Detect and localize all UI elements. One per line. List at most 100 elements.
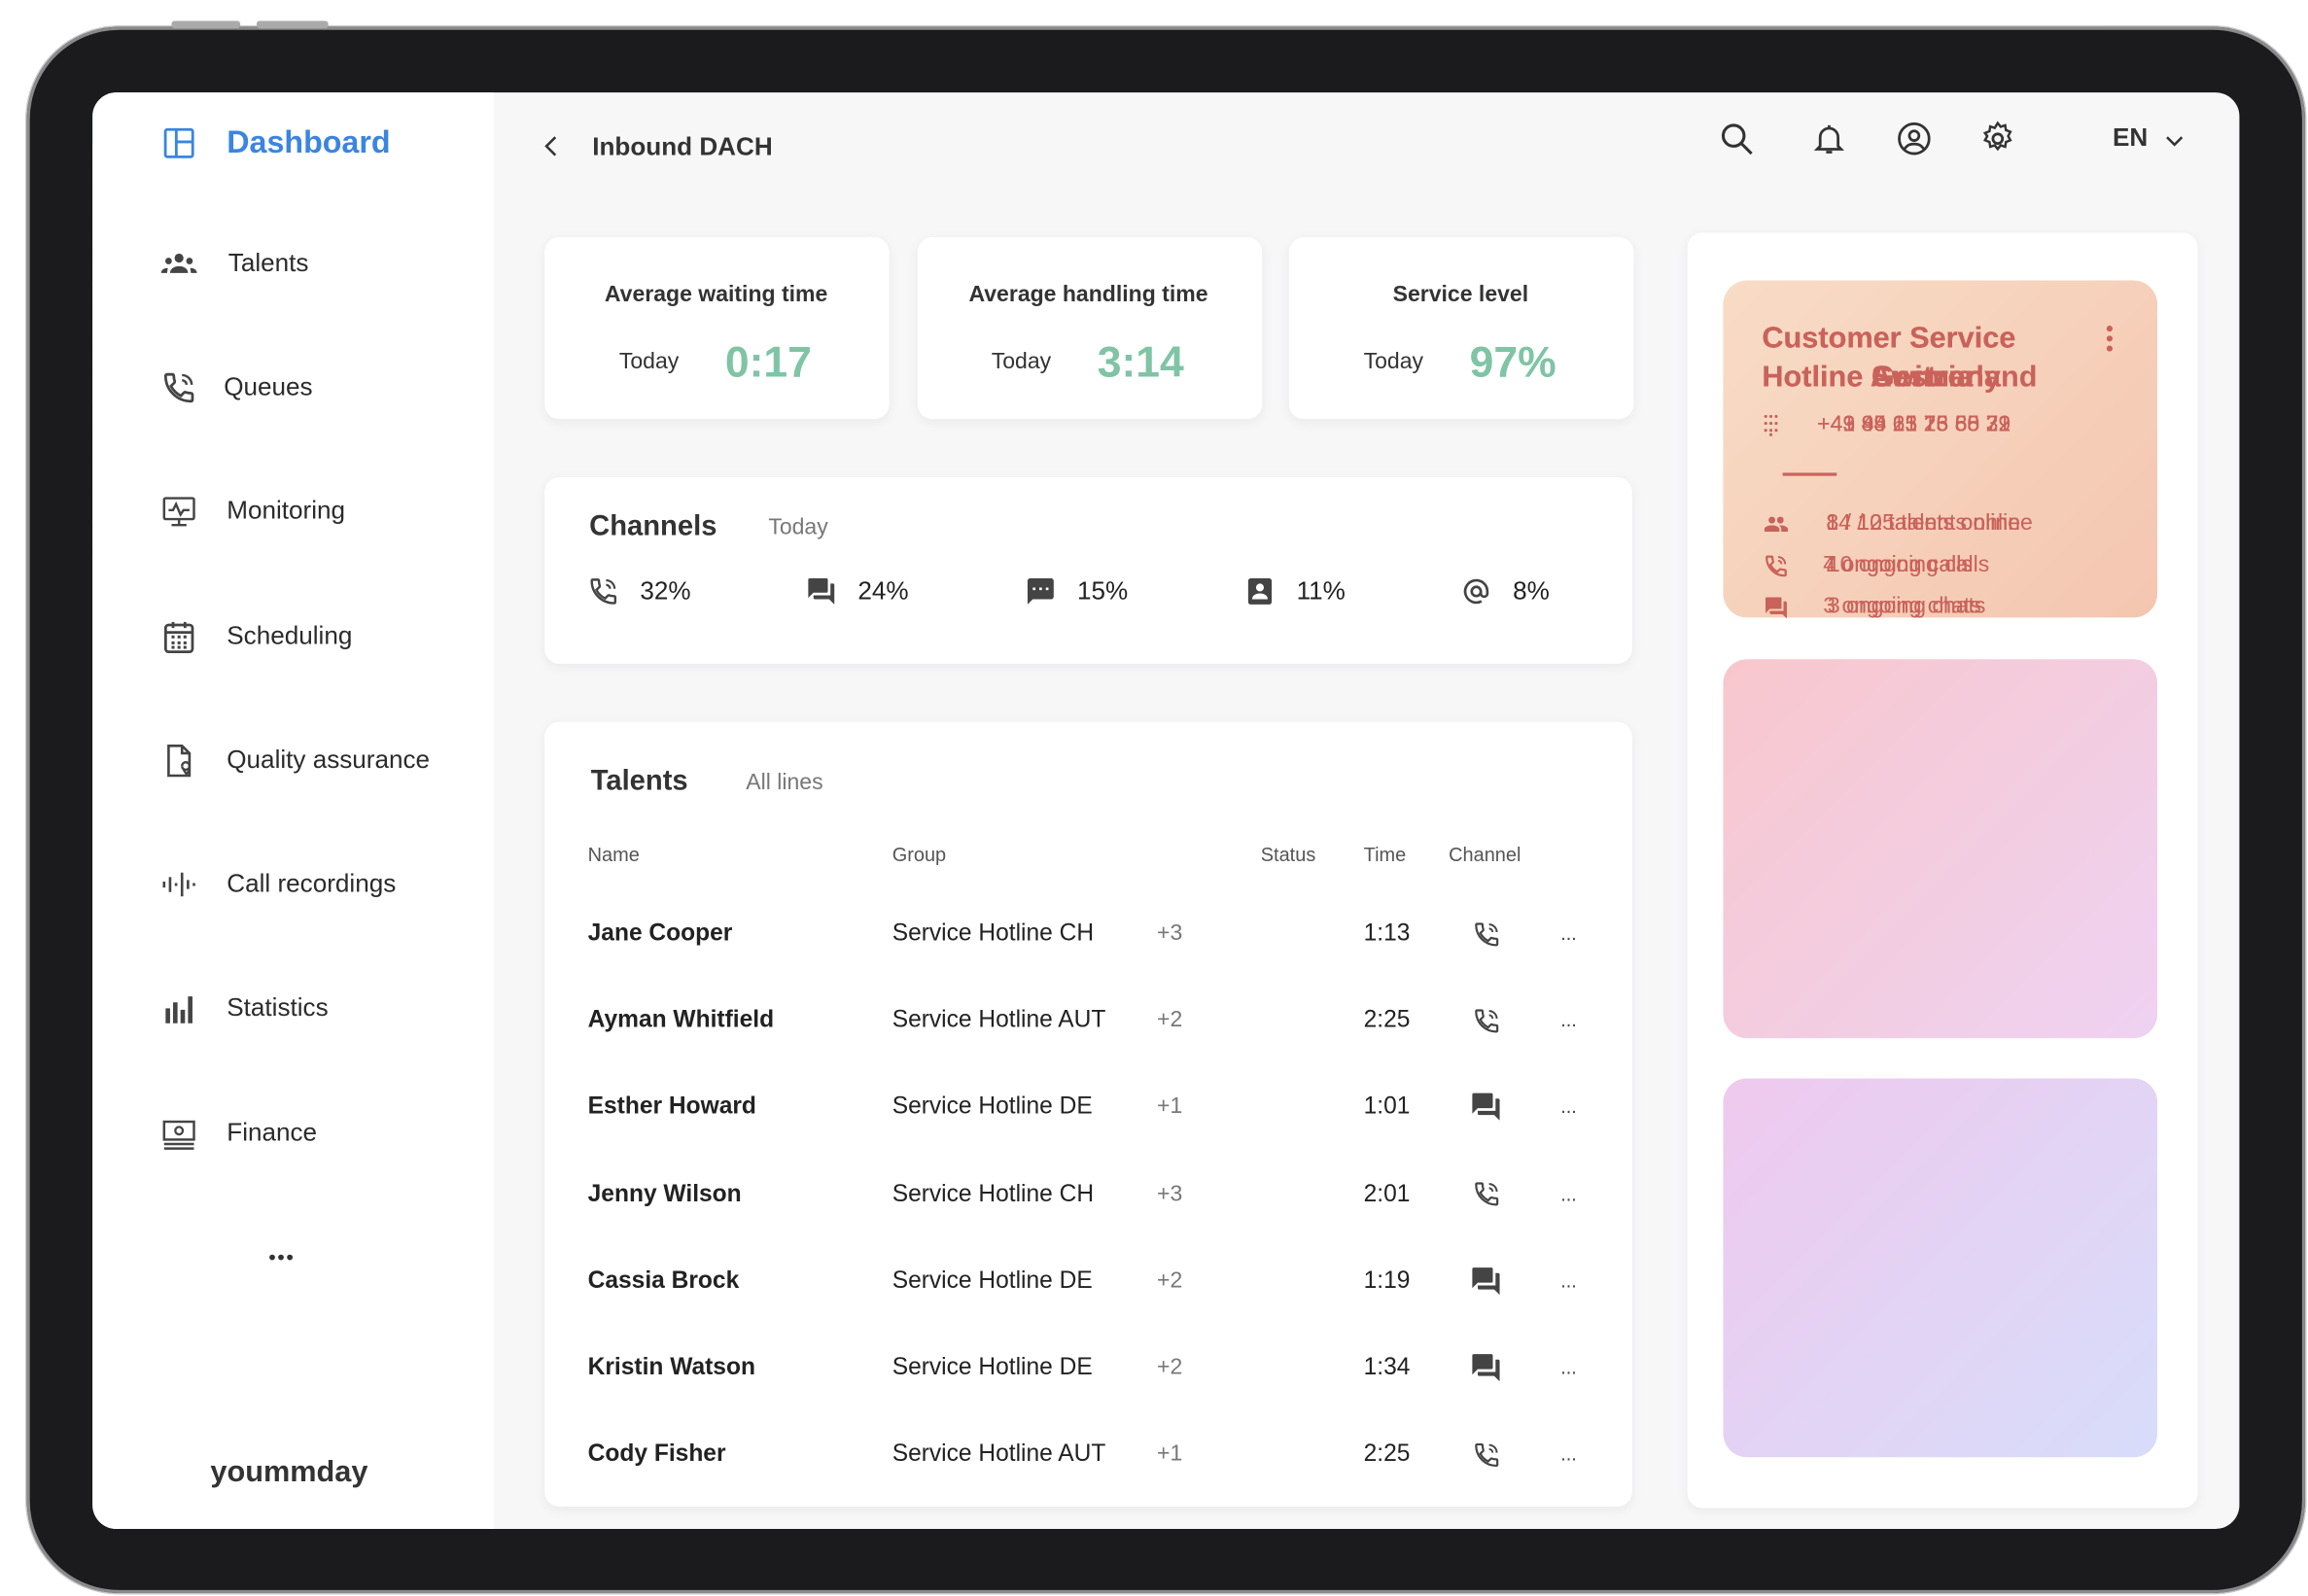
card-menu [2106, 326, 2113, 352]
hotline-card[interactable]: Customer Service Hotline Austria +43 45 6… [1723, 322, 2158, 1039]
column-header: Channel [1449, 843, 1521, 866]
hotline-phone: +49 89 23 16 60 21 [1817, 411, 2011, 437]
channel-icon [1247, 577, 1272, 605]
nav-item[interactable]: Dashboard [227, 125, 391, 160]
hotline-phone: +41 94 15 75 88 32 [1817, 411, 2011, 437]
channel-share: 8% [1513, 576, 1550, 606]
talent-name: Jenny Wilson [587, 1181, 742, 1207]
talent-group: Service Hotline AUT [892, 1007, 1106, 1033]
talent-channel [1474, 921, 1498, 946]
row-actions[interactable]: ... [1560, 1356, 1577, 1379]
hotline-title: Customer Service Hotline Switzerland [1762, 322, 2038, 395]
user-icon [1898, 121, 1931, 156]
language[interactable]: EN [2112, 123, 2149, 153]
nav-icon [163, 372, 194, 403]
nav-icon [167, 744, 192, 778]
nav-item[interactable]: Queues [224, 372, 313, 401]
row-actions[interactable]: ... [1560, 1182, 1577, 1205]
talents-filter: All lines [746, 769, 823, 795]
nav-item[interactable]: Quality assurance [227, 746, 431, 775]
talents-title: Talents [590, 766, 688, 798]
group-extra: +1 [1156, 1093, 1183, 1120]
page-title: Inbound DACH [592, 132, 773, 161]
talent-group: Service Hotline DE [892, 1355, 1093, 1381]
hotline-stat: 3 ongoing chats [1827, 593, 1986, 619]
talent-name: Kristin Watson [587, 1355, 755, 1381]
channels-title: Channels [589, 510, 717, 542]
kpi-card [544, 237, 890, 420]
talent-group: Service Hotline AUT [892, 1441, 1106, 1468]
nav-icon [162, 497, 195, 527]
nav-item[interactable]: Statistics [227, 992, 329, 1022]
talent-time: 2:25 [1363, 1007, 1411, 1033]
stat-icon [1764, 516, 1788, 532]
gear-icon [1982, 121, 2012, 152]
button [256, 20, 329, 29]
talent-time: 1:01 [1363, 1094, 1411, 1121]
nav-icon [162, 872, 195, 897]
kpi-value: 97% [1469, 339, 1556, 388]
bell-icon [1813, 124, 1845, 154]
back-button [544, 136, 557, 156]
button [171, 20, 241, 29]
kpi-value: 0:17 [724, 339, 812, 388]
hotline-stat: 14 / 25 talents online [1826, 509, 2033, 536]
talent-name: Ayman Whitfield [587, 1007, 775, 1033]
channel-icon [1462, 577, 1488, 604]
group-extra: +3 [1156, 919, 1183, 946]
talent-channel [1474, 1008, 1498, 1032]
kpi-title: Average handling time [968, 282, 1208, 308]
hotline-card[interactable]: Customer Service Hotline Germany +49 89 2… [1723, 280, 2158, 618]
talents-card [544, 721, 1632, 1507]
group-extra: +2 [1156, 1354, 1183, 1380]
stat-icon [1765, 596, 1787, 618]
column-header: Name [587, 843, 640, 866]
talent-name: Jane Cooper [587, 920, 733, 947]
channels-period: Today [768, 514, 828, 540]
nav-item[interactable]: Scheduling [227, 621, 353, 650]
more-menu[interactable]: ••• [268, 1244, 296, 1269]
talent-channel [1472, 1093, 1500, 1122]
phone-icon [1764, 414, 1778, 436]
kpi-value: 3:14 [1097, 339, 1184, 388]
nav-icon [163, 621, 194, 654]
talent-channel [1472, 1266, 1500, 1295]
row-actions[interactable]: ... [1560, 1442, 1577, 1466]
nav-item[interactable]: Finance [227, 1118, 318, 1147]
nav-item[interactable]: Talents [227, 248, 309, 278]
row-actions[interactable]: ... [1560, 1008, 1577, 1032]
kpi-card [917, 237, 1262, 420]
column-header: Time [1363, 843, 1407, 866]
display: Dashboard Talents Queues Monitoring Scheduli… [92, 92, 2240, 1529]
nav-icon [163, 127, 194, 158]
kpi-title: Service level [1392, 282, 1529, 308]
talent-time: 1:34 [1363, 1355, 1411, 1381]
hotline-stat: 8 / 10 talents online [1826, 509, 2020, 536]
talent-time: 1:13 [1363, 920, 1411, 947]
kpi-title: Average waiting time [604, 282, 828, 308]
talent-time: 2:25 [1363, 1441, 1411, 1468]
row-actions[interactable]: ... [1560, 1095, 1577, 1119]
nav-item[interactable]: Call recordings [227, 869, 397, 898]
hotline-stat: 8 / 12 talents online [1826, 509, 2020, 536]
row-actions[interactable]: ... [1560, 1268, 1577, 1292]
hotline-stat: 7 ongoing calls [1823, 551, 1973, 577]
group-extra: +1 [1156, 1440, 1183, 1467]
nav-item[interactable]: Monitoring [227, 496, 346, 525]
channel-icon [1027, 577, 1054, 605]
group-extra: +2 [1156, 1267, 1183, 1294]
brand: yoummday [210, 1455, 368, 1489]
column-header: Status [1260, 843, 1316, 866]
row-actions[interactable]: ... [1560, 921, 1577, 945]
sidebar [92, 92, 494, 1529]
search-icon [1721, 123, 1753, 156]
talent-group: Service Hotline DE [892, 1267, 1093, 1294]
channels-card [544, 477, 1632, 664]
talent-name: Cody Fisher [587, 1441, 726, 1468]
kpi-period: Today [1363, 349, 1424, 375]
channel-share: 11% [1296, 576, 1346, 606]
talent-name: Esther Howard [587, 1094, 756, 1121]
talent-channel [1472, 1354, 1500, 1382]
talent-name: Cassia Brock [587, 1267, 740, 1294]
hotline-card[interactable]: Customer Service Hotline Switzerland +41 … [1723, 322, 2158, 1458]
